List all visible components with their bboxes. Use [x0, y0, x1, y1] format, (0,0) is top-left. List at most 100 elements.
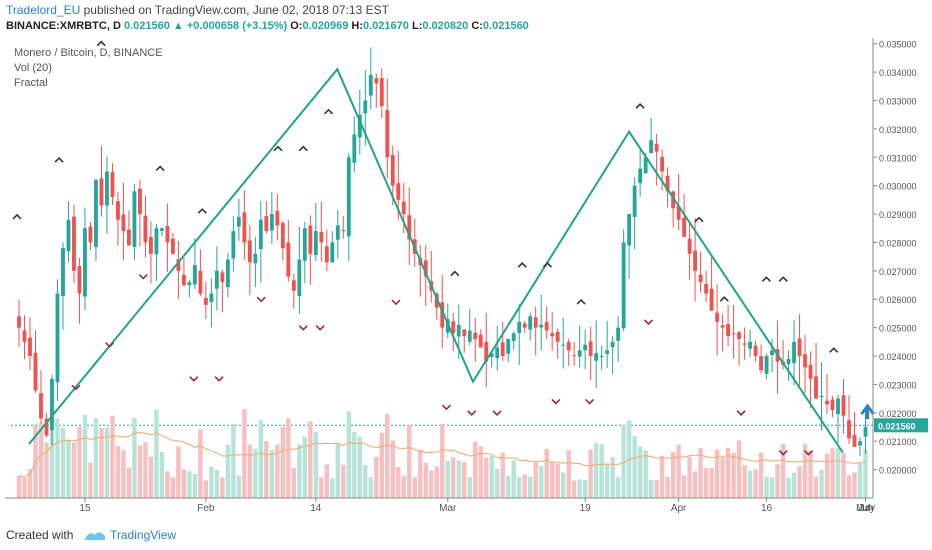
volume-bar: [352, 431, 357, 498]
time-tick-label: 15: [79, 503, 91, 514]
volume-bar: [434, 466, 439, 498]
candle-body: [198, 270, 203, 294]
volume-bar: [549, 461, 555, 498]
candle-body: [676, 206, 681, 220]
candle-body: [841, 395, 846, 416]
candle-body: [269, 214, 274, 231]
volume-bar: [824, 453, 830, 498]
publish-line: Tradelord_EU published on TradingView.co…: [6, 3, 389, 17]
candle-body: [55, 293, 60, 383]
candle-body: [462, 329, 467, 337]
volume-bar: [769, 477, 775, 498]
candle-body: [352, 134, 357, 163]
author-link[interactable]: Tradelord_EU: [6, 3, 81, 17]
candle-body: [792, 341, 796, 364]
volume-bar: [220, 477, 225, 498]
volume-bar: [780, 443, 786, 498]
candle-body: [225, 259, 230, 288]
volume-bar: [753, 469, 758, 498]
volume-bar: [659, 455, 665, 498]
candle-body: [187, 282, 192, 286]
candle-body: [247, 240, 252, 263]
volume-bar: [555, 463, 560, 498]
time-tick-label: 16: [761, 503, 773, 514]
candle-body: [291, 280, 296, 291]
volume-bar: [841, 453, 846, 498]
volume-bar: [654, 480, 659, 498]
volume-bar: [253, 448, 258, 498]
candle-body: [302, 228, 307, 261]
time-tick-label: May: [856, 503, 875, 514]
volume-bar: [176, 446, 181, 498]
candle-body: [643, 157, 648, 174]
fractal-down-marker: [584, 398, 595, 405]
fractal-down-marker: [214, 376, 224, 382]
candle-body: [330, 242, 335, 263]
volume-bar: [621, 424, 626, 498]
last-price-tag: [874, 418, 928, 433]
volume-bar: [324, 464, 330, 498]
volume-bar: [38, 423, 44, 498]
price-tick-label: 0.031000: [879, 153, 917, 163]
candle-body: [209, 293, 214, 303]
volume-bar: [401, 475, 406, 498]
fractal-up-marker: [96, 40, 106, 47]
volume-bar: [538, 466, 544, 498]
candle-body: [242, 212, 247, 243]
volume-bar: [104, 427, 110, 498]
volume-bar: [77, 426, 82, 498]
price-axis[interactable]: 0.035000 0.034000 0.033000 0.032000 0.031000…: [872, 38, 928, 498]
volume-bar: [577, 479, 582, 498]
candle-body: [858, 441, 862, 446]
volume-bar: [500, 452, 505, 498]
volume-ma: [18, 431, 866, 478]
last-price-tag-label: 0.021560: [878, 421, 916, 431]
volume-bar: [714, 449, 720, 498]
volume-bar: [528, 476, 533, 498]
candlestick-chart[interactable]: 0.035000 0.034000 0.033000 0.032000 0.031000…: [5, 38, 928, 518]
volume-bar: [159, 451, 165, 498]
volume-bar: [709, 467, 714, 498]
fractal-down-marker: [551, 398, 561, 405]
fractal-up-marker: [298, 145, 308, 152]
volume-bar: [863, 449, 868, 498]
candle-body: [473, 332, 478, 339]
candle-body: [346, 157, 351, 237]
chart-background: [5, 38, 928, 518]
fractal-up-marker: [719, 296, 729, 302]
fractal-up-marker: [542, 262, 553, 268]
chart-header: Tradelord_EU published on TradingView.co…: [0, 0, 932, 38]
volume-bar: [473, 441, 478, 498]
volume-bar: [148, 456, 154, 498]
candle-body: [154, 228, 159, 255]
time-tick-label: 14: [860, 503, 872, 514]
fractal-up-marker: [323, 108, 334, 115]
volume-bar: [731, 452, 736, 498]
candle-body: [357, 114, 362, 138]
candle-body: [847, 420, 851, 439]
price-tick-label: 0.029000: [879, 210, 917, 220]
volume-bar: [82, 414, 88, 498]
volume-bar: [720, 457, 725, 498]
volume-bar: [830, 448, 835, 498]
candle-body: [159, 228, 164, 231]
volume-bar: [313, 431, 319, 498]
candle-body: [830, 399, 835, 410]
candle-body: [110, 172, 115, 198]
volume-bar: [214, 469, 220, 498]
tradingview-brand[interactable]: TradingView: [110, 528, 177, 542]
candle-body: [621, 242, 626, 329]
volume-bar: [445, 460, 450, 498]
candle-body: [231, 231, 236, 259]
candle-body: [555, 331, 560, 342]
fractal-down-marker: [256, 296, 266, 303]
candle-body: [709, 288, 714, 311]
candle-body: [407, 215, 412, 240]
volume-bar: [390, 440, 395, 498]
volume-bar: [16, 475, 22, 498]
volume-bar: [418, 449, 423, 498]
fractal-down-marker: [441, 404, 451, 411]
candle-body: [863, 427, 868, 437]
candle-body: [286, 242, 291, 277]
